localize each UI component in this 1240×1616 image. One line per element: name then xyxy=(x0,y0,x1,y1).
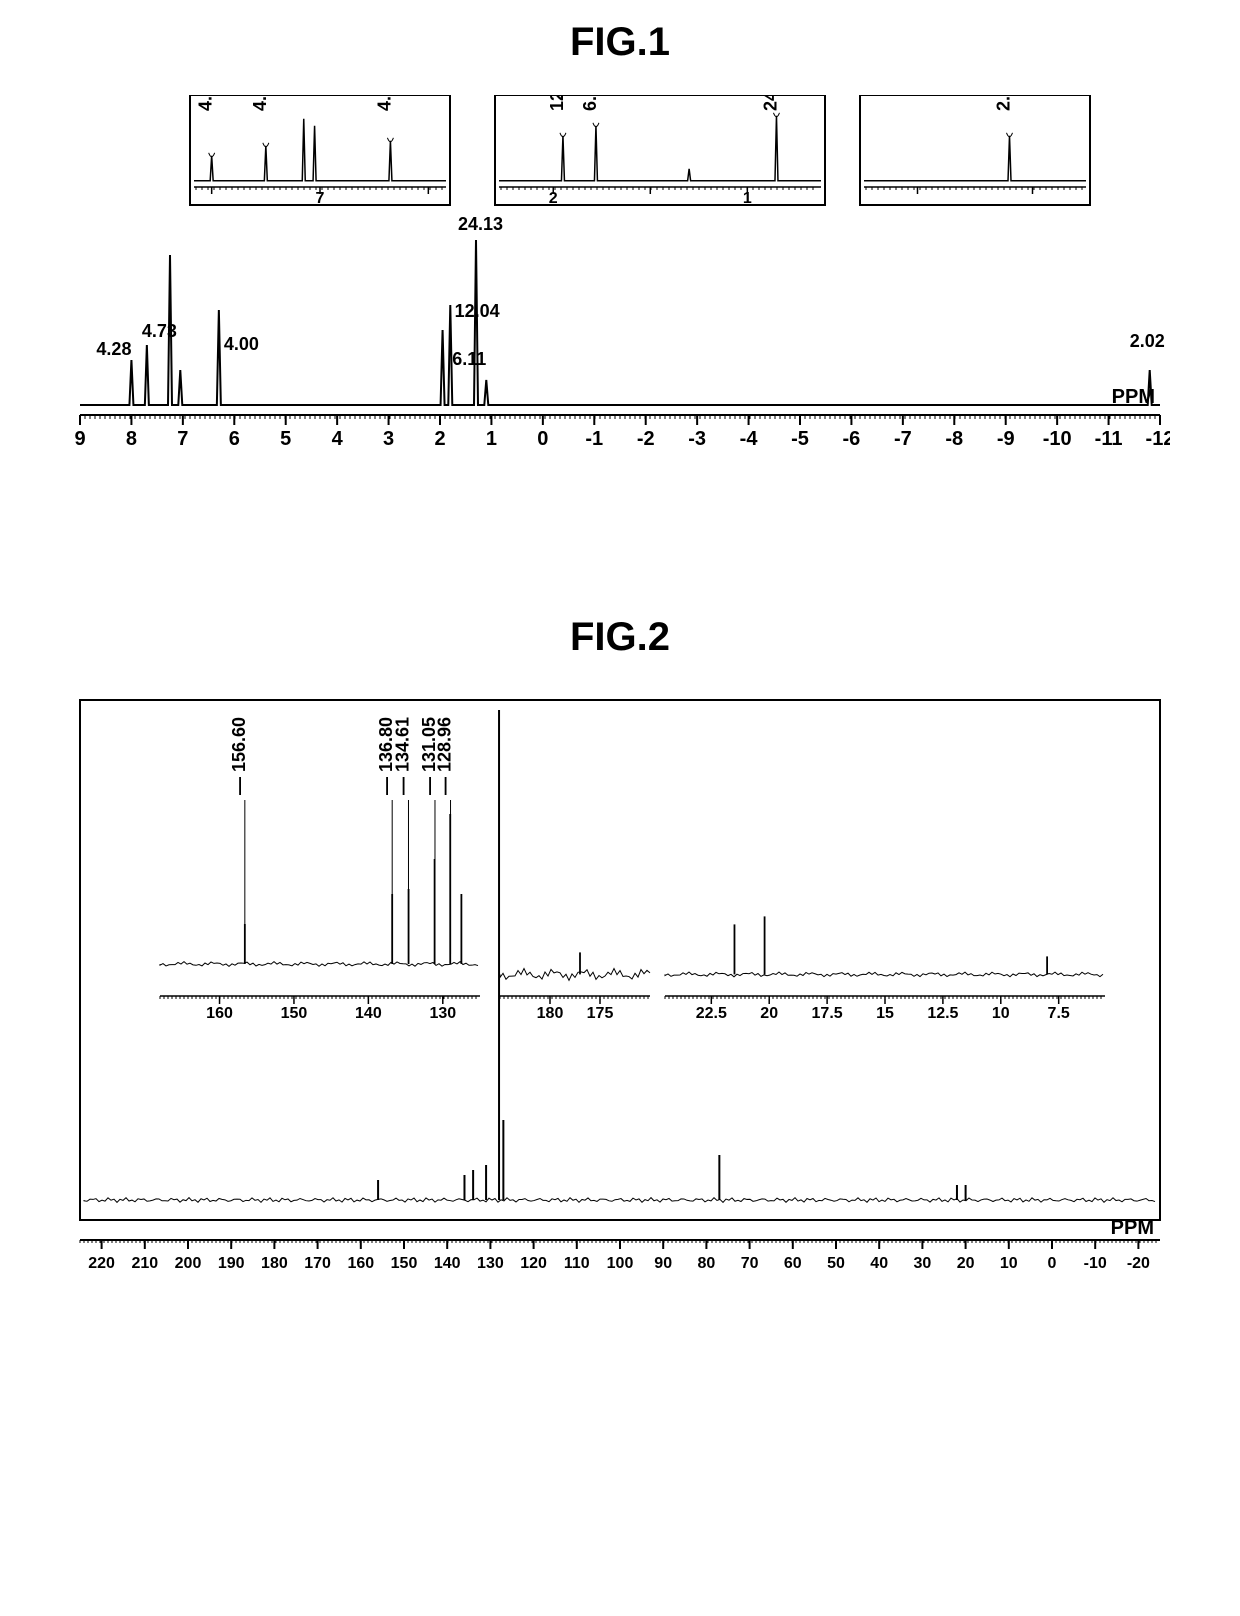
svg-text:140: 140 xyxy=(434,1255,461,1272)
fig2-title: FIG.2 xyxy=(20,615,1220,660)
svg-text:180: 180 xyxy=(537,1005,564,1022)
svg-text:6: 6 xyxy=(229,428,240,450)
svg-text:110: 110 xyxy=(564,1255,590,1272)
svg-text:20: 20 xyxy=(957,1255,975,1272)
svg-text:7: 7 xyxy=(177,428,188,450)
svg-text:12.04: 12.04 xyxy=(547,95,567,111)
svg-text:— 134.61: — 134.61 xyxy=(392,717,412,795)
svg-text:9: 9 xyxy=(74,428,85,450)
svg-text:2: 2 xyxy=(434,428,445,450)
svg-text:-7: -7 xyxy=(894,428,912,450)
svg-text:PPM: PPM xyxy=(1111,1217,1154,1239)
svg-text:2.02: 2.02 xyxy=(994,95,1014,111)
svg-text:140: 140 xyxy=(355,1005,382,1022)
svg-text:20: 20 xyxy=(760,1005,778,1022)
svg-text:— 128.96: — 128.96 xyxy=(435,717,455,795)
svg-text:90: 90 xyxy=(654,1255,672,1272)
svg-text:-8: -8 xyxy=(945,428,963,450)
svg-text:100: 100 xyxy=(607,1255,634,1272)
svg-text:17.5: 17.5 xyxy=(812,1005,843,1022)
svg-text:80: 80 xyxy=(698,1255,716,1272)
svg-text:170: 170 xyxy=(304,1255,331,1272)
svg-text:-2: -2 xyxy=(637,428,655,450)
svg-text:-11: -11 xyxy=(1095,428,1123,450)
svg-text:6.11: 6.11 xyxy=(580,95,600,111)
svg-text:7: 7 xyxy=(316,190,325,207)
svg-text:220: 220 xyxy=(88,1255,115,1272)
svg-text:12.04: 12.04 xyxy=(455,301,500,321)
svg-text:4.00: 4.00 xyxy=(374,95,394,111)
svg-text:210: 210 xyxy=(131,1255,158,1272)
figure-1: FIG.1 9 8 7 6 5 4 3 2 1 0 -1 -2 -3 -4 -5 -6 -7 -8 -9 -10 -11… xyxy=(20,20,1220,535)
svg-text:60: 60 xyxy=(784,1255,802,1272)
svg-text:7.5: 7.5 xyxy=(1048,1005,1070,1022)
svg-text:4.28: 4.28 xyxy=(196,95,216,111)
svg-text:4.73: 4.73 xyxy=(250,95,270,111)
svg-text:— 156.60: — 156.60 xyxy=(229,717,249,795)
svg-text:40: 40 xyxy=(870,1255,888,1272)
svg-text:190: 190 xyxy=(218,1255,245,1272)
figure-2: FIG.2 2202102001901801701601501401301201… xyxy=(20,615,1220,1290)
svg-text:3: 3 xyxy=(383,428,394,450)
svg-text:30: 30 xyxy=(914,1255,932,1272)
svg-text:2.02: 2.02 xyxy=(1130,331,1165,351)
svg-text:1: 1 xyxy=(743,190,752,207)
svg-text:12.5: 12.5 xyxy=(927,1005,958,1022)
svg-text:PPM: PPM xyxy=(1112,386,1155,408)
svg-text:0: 0 xyxy=(537,428,548,450)
svg-text:1: 1 xyxy=(486,428,497,450)
svg-text:150: 150 xyxy=(391,1255,418,1272)
svg-text:-5: -5 xyxy=(791,428,809,450)
svg-text:4.28: 4.28 xyxy=(96,339,131,359)
svg-text:5: 5 xyxy=(280,428,291,450)
svg-text:-6: -6 xyxy=(843,428,861,450)
svg-text:175: 175 xyxy=(587,1005,614,1022)
svg-text:10: 10 xyxy=(992,1005,1010,1022)
svg-text:15: 15 xyxy=(876,1005,894,1022)
fig1-svg: 9 8 7 6 5 4 3 2 1 0 -1 -2 -3 -4 -5 -6 -7 -8 -9 -10 -11 -12 PPM… xyxy=(70,95,1170,535)
svg-text:-4: -4 xyxy=(740,428,759,450)
fig1-title: FIG.1 xyxy=(20,20,1220,65)
svg-text:180: 180 xyxy=(261,1255,288,1272)
svg-text:0: 0 xyxy=(1048,1255,1057,1272)
svg-text:10: 10 xyxy=(1000,1255,1018,1272)
fig2-svg: 2202102001901801701601501401301201101009… xyxy=(60,690,1180,1290)
svg-text:50: 50 xyxy=(827,1255,845,1272)
svg-text:-9: -9 xyxy=(997,428,1015,450)
svg-text:4: 4 xyxy=(332,428,344,450)
svg-text:-3: -3 xyxy=(688,428,706,450)
svg-text:-10: -10 xyxy=(1084,1255,1107,1272)
svg-text:-10: -10 xyxy=(1043,428,1072,450)
svg-text:130: 130 xyxy=(477,1255,504,1272)
svg-text:2: 2 xyxy=(549,190,558,207)
svg-text:200: 200 xyxy=(175,1255,202,1272)
svg-text:160: 160 xyxy=(347,1255,374,1272)
svg-text:4.00: 4.00 xyxy=(224,334,259,354)
svg-text:-20: -20 xyxy=(1127,1255,1150,1272)
svg-text:130: 130 xyxy=(429,1005,456,1022)
svg-text:24.13: 24.13 xyxy=(458,214,503,234)
svg-text:8: 8 xyxy=(126,428,137,450)
svg-text:4.73: 4.73 xyxy=(142,321,177,341)
svg-text:120: 120 xyxy=(520,1255,547,1272)
svg-text:160: 160 xyxy=(206,1005,233,1022)
svg-text:-1: -1 xyxy=(585,428,603,450)
svg-text:22.5: 22.5 xyxy=(696,1005,727,1022)
svg-text:24.13: 24.13 xyxy=(760,95,780,111)
svg-text:6.11: 6.11 xyxy=(452,349,486,369)
svg-text:150: 150 xyxy=(281,1005,308,1022)
svg-text:70: 70 xyxy=(741,1255,759,1272)
svg-text:-12: -12 xyxy=(1146,428,1170,450)
